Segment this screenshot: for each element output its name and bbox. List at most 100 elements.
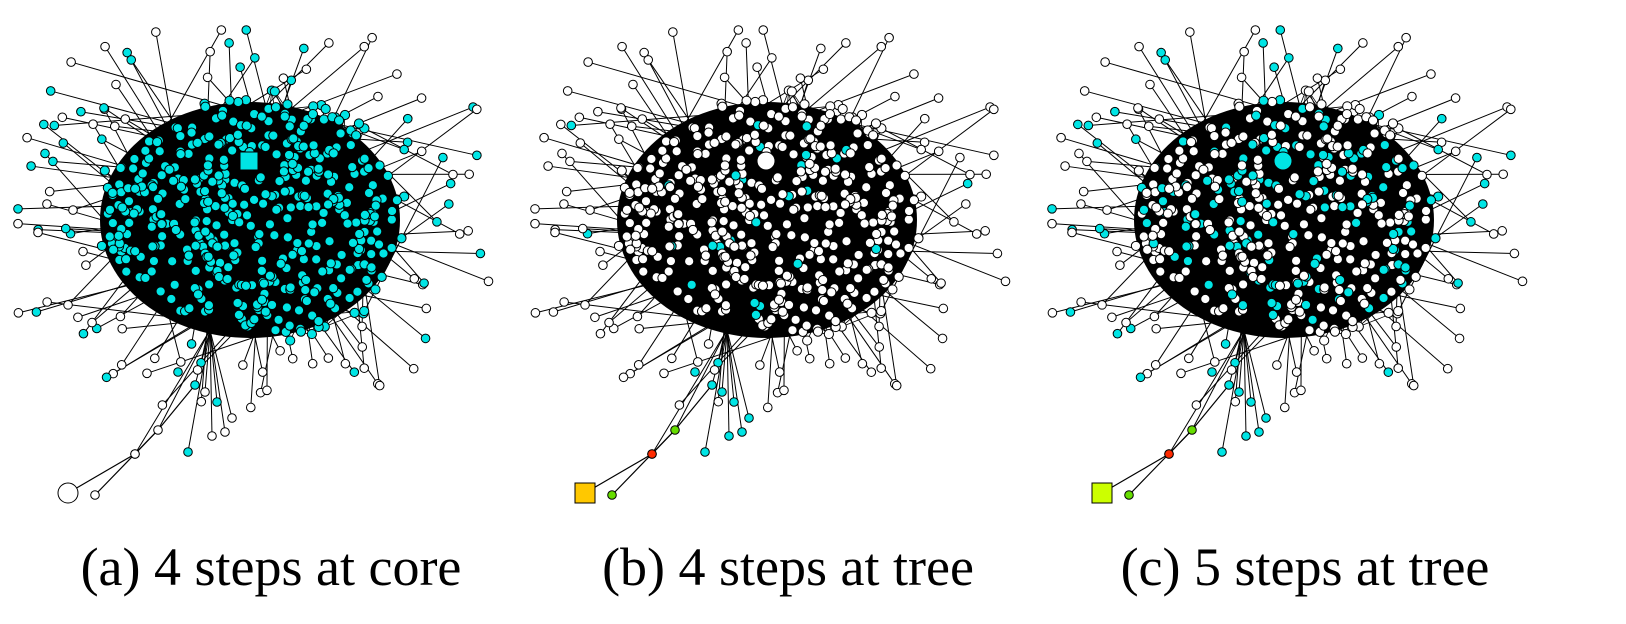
network-node [645, 208, 656, 219]
network-node [1408, 380, 1419, 391]
network-node [772, 172, 783, 183]
network-node [1182, 255, 1194, 267]
network-node [1343, 287, 1354, 298]
network-node [720, 279, 732, 290]
tree-node [1187, 425, 1197, 435]
network-node [787, 102, 798, 113]
network-node [1145, 79, 1155, 90]
network-node [463, 226, 473, 236]
network-node [887, 200, 898, 211]
network-node [1130, 240, 1142, 252]
network-node [913, 233, 924, 244]
network-node [685, 175, 696, 186]
network-node [787, 325, 798, 336]
network-node [1275, 210, 1287, 221]
tree-node [1224, 380, 1234, 390]
network-node [1453, 278, 1463, 288]
network-node [149, 353, 160, 364]
network-node [1367, 115, 1379, 126]
network-node [614, 134, 624, 145]
network-node [370, 284, 381, 295]
network-node [1079, 86, 1090, 96]
network-node [1047, 218, 1057, 229]
network-node [283, 149, 295, 161]
network-node [361, 274, 372, 286]
network-node [351, 217, 362, 228]
network-node [724, 176, 735, 187]
network-node [60, 223, 71, 234]
network-node [1250, 188, 1261, 199]
network-node [840, 169, 851, 180]
network-node [1150, 360, 1161, 370]
tree-node [173, 367, 183, 377]
network-node [255, 172, 266, 183]
network-node [876, 209, 888, 220]
network-node [1393, 153, 1404, 164]
network-node [302, 166, 314, 177]
network-node [1407, 91, 1417, 102]
network-node [31, 307, 42, 317]
network-node [1401, 32, 1411, 43]
network-node [621, 231, 632, 242]
network-node [1442, 363, 1453, 374]
network-node [1303, 86, 1314, 97]
network-node [1094, 223, 1105, 234]
network-node [1218, 303, 1229, 314]
network-node [1404, 200, 1415, 211]
network-node [1209, 181, 1221, 192]
network-node [239, 183, 251, 194]
network-node [590, 312, 600, 323]
tree-node [1261, 413, 1271, 423]
network-node [773, 265, 784, 276]
network-node [788, 149, 799, 160]
network-node [156, 218, 167, 230]
network-node [798, 302, 810, 313]
network-node [359, 305, 370, 317]
network-node [557, 148, 567, 159]
network-node [420, 333, 431, 344]
network-node [1180, 266, 1191, 277]
network-node [257, 198, 269, 209]
network-node [883, 248, 894, 260]
network-node [621, 204, 633, 215]
network-node [1156, 47, 1166, 58]
network-node [598, 260, 608, 270]
network-node [767, 241, 778, 253]
network-node [1180, 221, 1191, 232]
network-node [1131, 134, 1141, 145]
network-node [802, 282, 813, 293]
network-node [616, 103, 626, 113]
network-node [1247, 139, 1258, 150]
network-node [190, 240, 201, 251]
network-node [286, 75, 297, 86]
network-node [164, 164, 175, 175]
network-node [256, 294, 268, 305]
network-node [1292, 278, 1303, 289]
network-node [1198, 164, 1209, 175]
network-node [295, 201, 306, 212]
network-node [156, 170, 167, 181]
network-node [766, 314, 777, 325]
network-node [1391, 321, 1401, 332]
network-node [1223, 174, 1235, 185]
network-node [1373, 210, 1384, 221]
network-node [1320, 75, 1331, 86]
network-node [630, 230, 641, 241]
network-node [795, 166, 806, 177]
network-node [539, 132, 549, 143]
network-node [757, 280, 769, 291]
network-node [1410, 271, 1421, 282]
network-node [771, 229, 782, 240]
network-node [1056, 132, 1066, 143]
network-node [40, 148, 50, 159]
network-node [1369, 128, 1380, 139]
network-node [128, 163, 139, 174]
network-node [1233, 186, 1245, 197]
network-node [282, 99, 293, 110]
network-node [1354, 103, 1365, 115]
network-node [349, 307, 360, 319]
network-node [1350, 217, 1362, 228]
network-node [227, 145, 238, 156]
network-node [1315, 302, 1327, 313]
tree-node [153, 425, 163, 435]
